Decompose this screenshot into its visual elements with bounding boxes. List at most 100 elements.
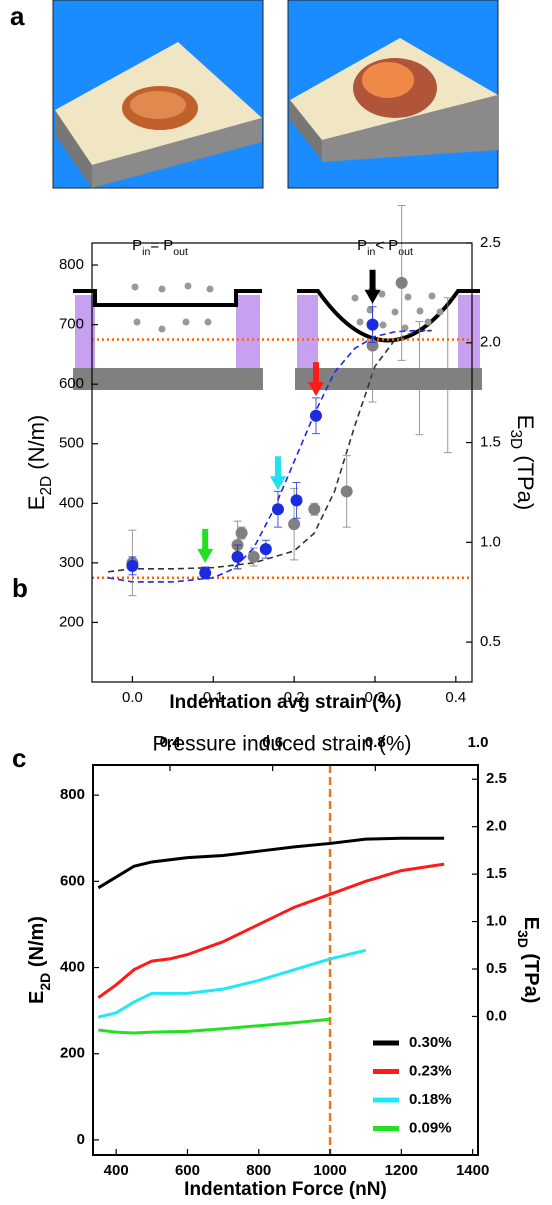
legend-label: 0.23% — [409, 1062, 452, 1079]
point — [340, 485, 353, 498]
x-axis-label: Pressure induced strain (%) — [152, 733, 411, 756]
x-tick-label: 0.4 — [445, 689, 466, 706]
x-tick-label: 0.2 — [284, 689, 305, 706]
line — [97, 836, 445, 890]
y2-tick-label: 1.0 — [486, 913, 507, 930]
panel-label: a — [10, 1, 25, 31]
y-tick-label: 600 — [60, 872, 85, 889]
caption-part: P — [132, 237, 142, 254]
x-tick-label: 600 — [175, 1162, 200, 1179]
arrow — [364, 269, 381, 304]
y-axis-label-part: E — [26, 991, 48, 1004]
point — [309, 409, 322, 422]
caption: Pin< Pout — [357, 237, 413, 258]
y2-axis-label: E3D (TPa) — [507, 415, 538, 511]
point — [413, 372, 426, 385]
legend-label: 0.30% — [409, 1034, 452, 1051]
x-tick-label: 800 — [246, 1162, 271, 1179]
x-axis-label: Indentation Force (nN) — [184, 1179, 387, 1200]
y-tick-label: 600 — [59, 375, 84, 392]
y2-tick-label: 2.0 — [486, 818, 507, 835]
y-axis-label-part: (N/m) — [26, 916, 48, 973]
arrow — [307, 362, 324, 397]
y-axis-label-part: 2D — [37, 973, 53, 991]
panel-label: c — [12, 743, 26, 773]
y2-tick-label: 1.0 — [480, 533, 501, 550]
y-axis-label-part: E — [24, 496, 49, 511]
x2-axis-label: Indentation avg strain (%) — [169, 692, 401, 713]
x2-tick-label: 0.8 — [365, 734, 386, 751]
line — [97, 862, 445, 999]
y-tick-label: 0 — [77, 1131, 85, 1148]
y2-axis-label-part: 3D — [507, 429, 524, 449]
point — [126, 559, 139, 572]
caption-part: in — [367, 246, 375, 258]
point — [231, 550, 244, 563]
point — [259, 543, 272, 556]
panel-label: b — [12, 573, 28, 603]
plot-frame — [91, 242, 473, 683]
x2-tick-label: 0.6 — [262, 734, 283, 751]
point — [199, 566, 212, 579]
x-tick-label: 0.1 — [203, 689, 224, 706]
y2-tick-label: 2.5 — [480, 234, 501, 251]
y2-tick-label: 0.0 — [486, 1007, 507, 1024]
y2-axis-label-part: (TPa) — [520, 948, 542, 1004]
y-tick-label: 200 — [59, 613, 84, 630]
y2-axis-label-part: E — [520, 917, 542, 930]
y2-axis-label-part: 3D — [515, 930, 531, 948]
y2-tick-label: 1.5 — [480, 434, 501, 451]
y2-tick-label: 2.5 — [486, 770, 507, 787]
point — [366, 318, 379, 331]
x-tick-label: 1000 — [313, 1162, 346, 1179]
arrow — [269, 456, 286, 491]
point — [235, 527, 248, 540]
y2-axis-label-part: (TPa) — [513, 449, 538, 510]
fit-line — [108, 329, 432, 583]
schematic-left — [73, 282, 263, 390]
fit-line — [108, 329, 432, 573]
x-tick-label: 1200 — [385, 1162, 418, 1179]
y-tick-label: 400 — [60, 959, 85, 976]
plot-frame — [92, 764, 479, 1156]
point — [247, 550, 260, 563]
x-tick-label: 1400 — [456, 1162, 489, 1179]
point — [290, 494, 303, 507]
y2-tick-label: 0.5 — [486, 960, 507, 977]
point — [308, 503, 321, 516]
line — [97, 948, 367, 1019]
caption-part: out — [173, 246, 188, 258]
caption-part: P — [357, 237, 367, 254]
y2-tick-label: 1.5 — [486, 865, 507, 882]
arrow — [197, 528, 214, 563]
y-tick-label: 800 — [60, 786, 85, 803]
x2-tick-label: 1.0 — [468, 734, 489, 751]
caption-part: in — [142, 246, 150, 258]
y-axis-label: E2D (N/m) — [26, 916, 52, 1004]
y-tick-label: 400 — [59, 494, 84, 511]
caption: Pin= Pout — [132, 237, 188, 258]
caption-part: out — [398, 246, 413, 258]
y2-tick-label: 0.5 — [480, 633, 501, 650]
y2-tick-label: 2.0 — [480, 334, 501, 351]
point — [288, 518, 301, 531]
legend-label: 0.18% — [409, 1091, 452, 1108]
y-tick-label: 200 — [60, 1045, 85, 1062]
caption-part: = P — [150, 237, 173, 254]
legend-label: 0.09% — [409, 1119, 452, 1136]
point — [441, 369, 454, 382]
y2-axis-label-part: E — [513, 415, 538, 430]
x-tick-label: 0.3 — [365, 689, 386, 706]
line — [98, 1017, 331, 1035]
x-tick-label: 400 — [104, 1162, 129, 1179]
caption-part: < P — [375, 237, 398, 254]
y2-axis-label: E3D (TPa) — [515, 917, 541, 1004]
y-tick-label: 800 — [59, 256, 84, 273]
point — [395, 276, 408, 289]
y-axis-label-part: 2D — [38, 476, 55, 496]
y-tick-label: 500 — [59, 435, 84, 452]
y-tick-label: 700 — [59, 316, 84, 333]
y-axis-label: E2D (N/m) — [24, 415, 55, 510]
x-tick-label: 0.0 — [122, 689, 143, 706]
